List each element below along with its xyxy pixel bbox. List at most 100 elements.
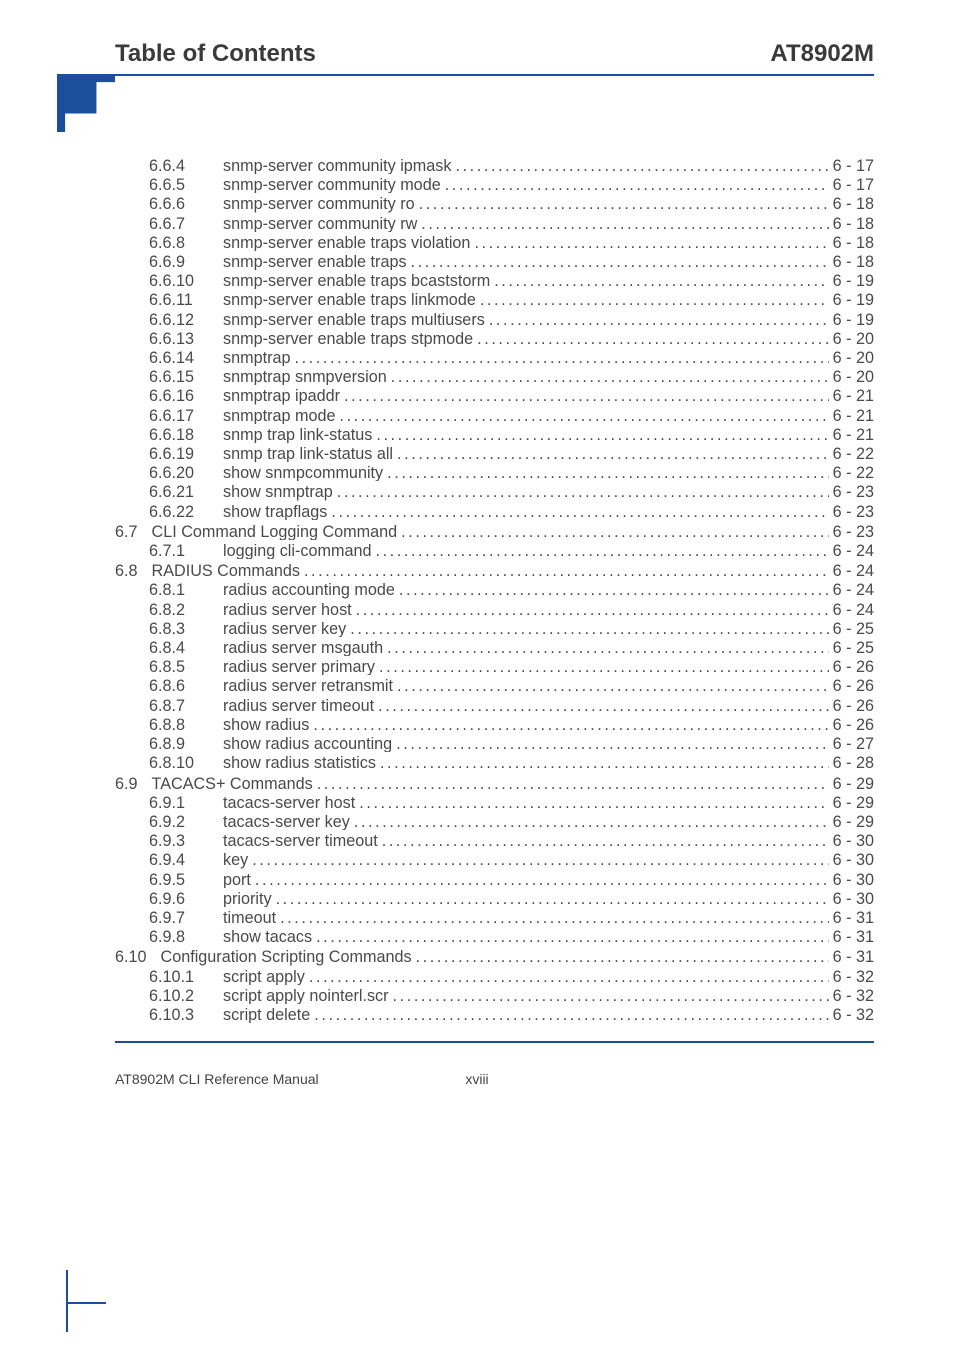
toc-block: 6.6.4snmp-server community ipmask 6 - 17… xyxy=(115,158,874,520)
toc-entry-number: 6.6.19 xyxy=(149,446,211,462)
toc-entry: 6.6.18snmp trap link-status 6 - 21 xyxy=(115,427,874,443)
toc-entry-title: port xyxy=(223,872,251,888)
toc-leader-dots xyxy=(356,602,829,618)
toc-entry: 6.7CLI Command Logging Command 6 - 23 xyxy=(115,524,874,540)
toc-entry-title: radius server timeout xyxy=(223,698,374,714)
toc-entry: 6.8.6radius server retransmit 6 - 26 xyxy=(115,678,874,694)
toc-leader-dots xyxy=(397,446,829,462)
toc-entry: 6.10Configuration Scripting Commands 6 -… xyxy=(115,949,874,965)
toc-entry-page: 6 - 32 xyxy=(833,1007,874,1023)
toc-entry-number: 6.6.18 xyxy=(149,427,211,443)
toc-leader-dots xyxy=(344,388,829,404)
toc-entry-title: snmp-server community ipmask xyxy=(223,158,451,174)
toc-entry-title: snmptrap xyxy=(223,350,290,366)
toc-entry-page: 6 - 23 xyxy=(833,484,874,500)
page: Table of Contents AT8902M 6.6.4snmp-serv… xyxy=(0,0,954,1350)
toc-leader-dots xyxy=(317,776,829,792)
toc-entry-title: priority xyxy=(223,891,272,907)
toc-entry-page: 6 - 22 xyxy=(833,465,874,481)
toc-block: 6.8RADIUS Commands 6 - 246.8.1radius acc… xyxy=(115,563,874,771)
toc-entry: 6.6.9snmp-server enable traps 6 - 18 xyxy=(115,254,874,270)
toc-entry-title: TACACS+ Commands xyxy=(152,776,313,792)
toc-leader-dots xyxy=(359,795,828,811)
toc-entry-number: 6.9.4 xyxy=(149,852,211,868)
toc-leader-dots xyxy=(350,621,828,637)
logo-wrap xyxy=(115,76,874,132)
toc-entry-number: 6.6.15 xyxy=(149,369,211,385)
toc-entry-number: 6.9.2 xyxy=(149,814,211,830)
toc-entry-page: 6 - 30 xyxy=(833,872,874,888)
toc-entry: 6.9.1tacacs-server host 6 - 29 xyxy=(115,795,874,811)
toc-leader-dots xyxy=(382,833,829,849)
toc-entry-title: radius accounting mode xyxy=(223,582,395,598)
toc-entry: 6.6.7snmp-server community rw 6 - 18 xyxy=(115,216,874,232)
toc-block: 6.10Configuration Scripting Commands 6 -… xyxy=(115,949,874,1023)
toc-entry-page: 6 - 23 xyxy=(833,504,874,520)
toc-entry-number: 6.8.2 xyxy=(149,602,211,618)
toc-entry: 6.6.19snmp trap link-status all 6 - 22 xyxy=(115,446,874,462)
toc-leader-dots xyxy=(391,369,829,385)
toc-leader-dots xyxy=(421,216,828,232)
toc-entry: 6.9.3tacacs-server timeout 6 - 30 xyxy=(115,833,874,849)
brand-logo-icon xyxy=(57,74,115,132)
toc-leader-dots xyxy=(354,814,829,830)
toc-entry-title: radius server msgauth xyxy=(223,640,383,656)
toc-entry: 6.8.1radius accounting mode 6 - 24 xyxy=(115,582,874,598)
toc-entry-title: tacacs-server key xyxy=(223,814,350,830)
toc-leader-dots xyxy=(396,736,828,752)
toc-entry-title: key xyxy=(223,852,248,868)
toc-entry: 6.10.1script apply 6 - 32 xyxy=(115,969,874,985)
toc-leader-dots xyxy=(339,408,828,424)
toc-entry: 6.8.3radius server key 6 - 25 xyxy=(115,621,874,637)
toc-entry-page: 6 - 20 xyxy=(833,369,874,385)
toc-entry-number: 6.6.13 xyxy=(149,331,211,347)
toc-entry-number: 6.6.14 xyxy=(149,350,211,366)
toc-entry-number: 6.6.10 xyxy=(149,273,211,289)
toc-entry-title: radius server host xyxy=(223,602,352,618)
toc-entry-title: script apply xyxy=(223,969,305,985)
toc-entry: 6.9.5port 6 - 30 xyxy=(115,872,874,888)
toc-entry-title: snmp-server community mode xyxy=(223,177,441,193)
footer-left: AT8902M CLI Reference Manual xyxy=(115,1071,319,1087)
toc-entry-number: 6.10 xyxy=(115,949,147,965)
toc-entry: 6.6.13snmp-server enable traps stpmode 6… xyxy=(115,331,874,347)
toc-entry: 6.6.8snmp-server enable traps violation … xyxy=(115,235,874,251)
toc-entry-page: 6 - 20 xyxy=(833,350,874,366)
toc-entry: 6.6.20show snmpcommunity 6 - 22 xyxy=(115,465,874,481)
toc-entry-number: 6.8.9 xyxy=(149,736,211,752)
toc-entry: 6.6.12snmp-server enable traps multiuser… xyxy=(115,312,874,328)
toc-leader-dots xyxy=(455,158,828,174)
toc-leader-dots xyxy=(419,196,829,212)
toc-leader-dots xyxy=(379,659,829,675)
toc-entry-number: 6.6.16 xyxy=(149,388,211,404)
toc-entry-title: snmp-server enable traps multiusers xyxy=(223,312,485,328)
toc-entry: 6.8.4radius server msgauth 6 - 25 xyxy=(115,640,874,656)
toc-entry-page: 6 - 29 xyxy=(833,795,874,811)
toc-leader-dots xyxy=(378,698,828,714)
toc-entry-page: 6 - 26 xyxy=(833,698,874,714)
toc-entry-page: 6 - 26 xyxy=(833,717,874,733)
toc-entry-page: 6 - 24 xyxy=(833,563,874,579)
toc-entry-page: 6 - 18 xyxy=(833,235,874,251)
toc-entry-number: 6.7 xyxy=(115,524,138,540)
toc-entry-page: 6 - 27 xyxy=(833,736,874,752)
toc-entry: 6.9TACACS+ Commands 6 - 29 xyxy=(115,776,874,792)
toc-entry: 6.9.7timeout 6 - 31 xyxy=(115,910,874,926)
toc-entry-number: 6.8.10 xyxy=(149,755,211,771)
toc-entry-title: snmptrap snmpversion xyxy=(223,369,387,385)
toc-entry: 6.10.2script apply nointerl.scr 6 - 32 xyxy=(115,988,874,1004)
toc-leader-dots xyxy=(252,852,828,868)
toc-leader-dots xyxy=(416,949,829,965)
toc-entry: 6.6.22show trapflags 6 - 23 xyxy=(115,504,874,520)
toc-entry-title: snmp-server community ro xyxy=(223,196,415,212)
toc-leader-dots xyxy=(397,678,829,694)
toc-entry-title: snmp-server enable traps xyxy=(223,254,407,270)
toc-entry-page: 6 - 26 xyxy=(833,659,874,675)
toc-entry-page: 6 - 30 xyxy=(833,833,874,849)
toc-entry-number: 6.9.1 xyxy=(149,795,211,811)
toc-entry-number: 6.6.20 xyxy=(149,465,211,481)
toc-entry-page: 6 - 28 xyxy=(833,755,874,771)
toc-entry-page: 6 - 25 xyxy=(833,621,874,637)
toc-entry-title: snmp-server enable traps bcaststorm xyxy=(223,273,490,289)
toc-entry-page: 6 - 21 xyxy=(833,408,874,424)
